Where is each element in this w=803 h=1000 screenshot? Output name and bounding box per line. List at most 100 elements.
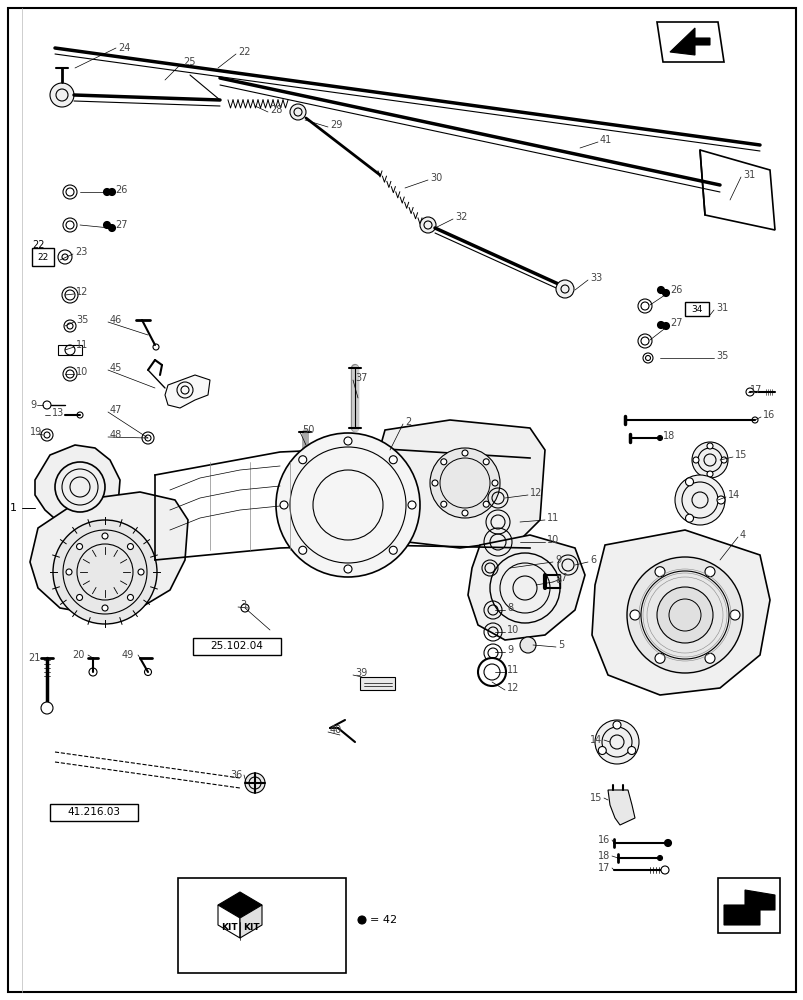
Circle shape xyxy=(462,450,467,456)
Polygon shape xyxy=(218,905,240,938)
Text: 24: 24 xyxy=(118,43,130,53)
Polygon shape xyxy=(240,905,262,938)
Circle shape xyxy=(685,478,693,486)
Circle shape xyxy=(597,746,605,754)
Text: 6: 6 xyxy=(589,555,595,565)
Text: 12: 12 xyxy=(76,287,88,297)
Circle shape xyxy=(462,510,467,516)
Polygon shape xyxy=(607,790,634,825)
Circle shape xyxy=(299,456,307,464)
Polygon shape xyxy=(35,445,120,528)
Circle shape xyxy=(102,533,108,539)
Circle shape xyxy=(55,462,105,512)
Circle shape xyxy=(720,457,726,463)
Text: 27: 27 xyxy=(115,220,128,230)
Text: = 42: = 42 xyxy=(369,915,397,925)
Circle shape xyxy=(279,501,287,509)
Circle shape xyxy=(656,587,712,643)
Circle shape xyxy=(716,496,724,504)
Circle shape xyxy=(66,569,72,575)
Text: 1: 1 xyxy=(10,503,17,513)
Text: 45: 45 xyxy=(110,363,122,373)
Text: 25.102.04: 25.102.04 xyxy=(210,641,263,651)
Circle shape xyxy=(654,653,664,663)
Circle shape xyxy=(128,594,133,600)
Text: 12: 12 xyxy=(507,683,519,693)
Polygon shape xyxy=(656,22,723,62)
Polygon shape xyxy=(30,492,188,615)
Bar xyxy=(193,638,281,655)
Text: 17: 17 xyxy=(597,863,609,873)
Bar xyxy=(177,878,345,973)
Bar xyxy=(58,345,82,355)
Polygon shape xyxy=(467,535,585,640)
Circle shape xyxy=(76,544,83,550)
Circle shape xyxy=(41,702,53,714)
Polygon shape xyxy=(165,375,210,408)
Text: 35: 35 xyxy=(76,315,88,325)
Circle shape xyxy=(290,104,306,120)
Text: 14: 14 xyxy=(589,735,601,745)
Circle shape xyxy=(662,290,669,296)
Text: 18: 18 xyxy=(662,431,675,441)
Circle shape xyxy=(104,188,110,196)
Circle shape xyxy=(53,520,157,624)
Circle shape xyxy=(478,658,505,686)
Text: 15: 15 xyxy=(734,450,747,460)
Circle shape xyxy=(389,546,397,554)
Text: 23: 23 xyxy=(75,247,88,257)
Text: 3: 3 xyxy=(240,600,246,610)
Text: 29: 29 xyxy=(329,120,342,130)
Text: 9: 9 xyxy=(554,555,560,565)
Circle shape xyxy=(431,480,438,486)
Text: 26: 26 xyxy=(669,285,682,295)
Circle shape xyxy=(654,567,664,577)
Text: 47: 47 xyxy=(110,405,122,415)
Circle shape xyxy=(64,320,76,332)
Circle shape xyxy=(612,721,620,729)
Text: 15: 15 xyxy=(589,793,601,803)
Text: 10: 10 xyxy=(546,535,559,545)
Circle shape xyxy=(440,501,446,507)
Text: KIT: KIT xyxy=(220,923,237,932)
Circle shape xyxy=(489,553,560,623)
Circle shape xyxy=(344,437,352,445)
Text: 36: 36 xyxy=(230,770,242,780)
Circle shape xyxy=(729,610,739,620)
Text: 33: 33 xyxy=(589,273,601,283)
Circle shape xyxy=(704,567,714,577)
Circle shape xyxy=(657,286,663,294)
Circle shape xyxy=(275,433,419,577)
Text: 48: 48 xyxy=(110,430,122,440)
Text: 50: 50 xyxy=(302,425,314,435)
Text: 31: 31 xyxy=(742,170,754,180)
Circle shape xyxy=(692,457,698,463)
Text: 35: 35 xyxy=(715,351,728,361)
Text: 16: 16 xyxy=(762,410,774,420)
Text: 11: 11 xyxy=(76,340,88,350)
Text: 27: 27 xyxy=(669,318,682,328)
Text: 2: 2 xyxy=(405,417,411,427)
Text: 49: 49 xyxy=(122,650,134,660)
Text: 22: 22 xyxy=(37,252,48,261)
Text: 11: 11 xyxy=(507,665,519,675)
Circle shape xyxy=(299,546,307,554)
Circle shape xyxy=(704,653,714,663)
Circle shape xyxy=(662,322,669,330)
Polygon shape xyxy=(699,150,774,230)
Text: 32: 32 xyxy=(454,212,467,222)
Circle shape xyxy=(675,475,724,525)
Circle shape xyxy=(663,839,671,846)
Bar xyxy=(50,804,138,821)
Circle shape xyxy=(108,188,116,196)
Circle shape xyxy=(691,442,727,478)
Circle shape xyxy=(344,565,352,573)
Text: 13: 13 xyxy=(52,408,64,418)
Bar xyxy=(684,302,708,316)
Text: 21: 21 xyxy=(28,653,40,663)
Text: 7: 7 xyxy=(560,573,565,583)
Circle shape xyxy=(594,720,638,764)
Circle shape xyxy=(440,459,446,465)
Text: 26: 26 xyxy=(115,185,127,195)
Polygon shape xyxy=(669,28,709,55)
